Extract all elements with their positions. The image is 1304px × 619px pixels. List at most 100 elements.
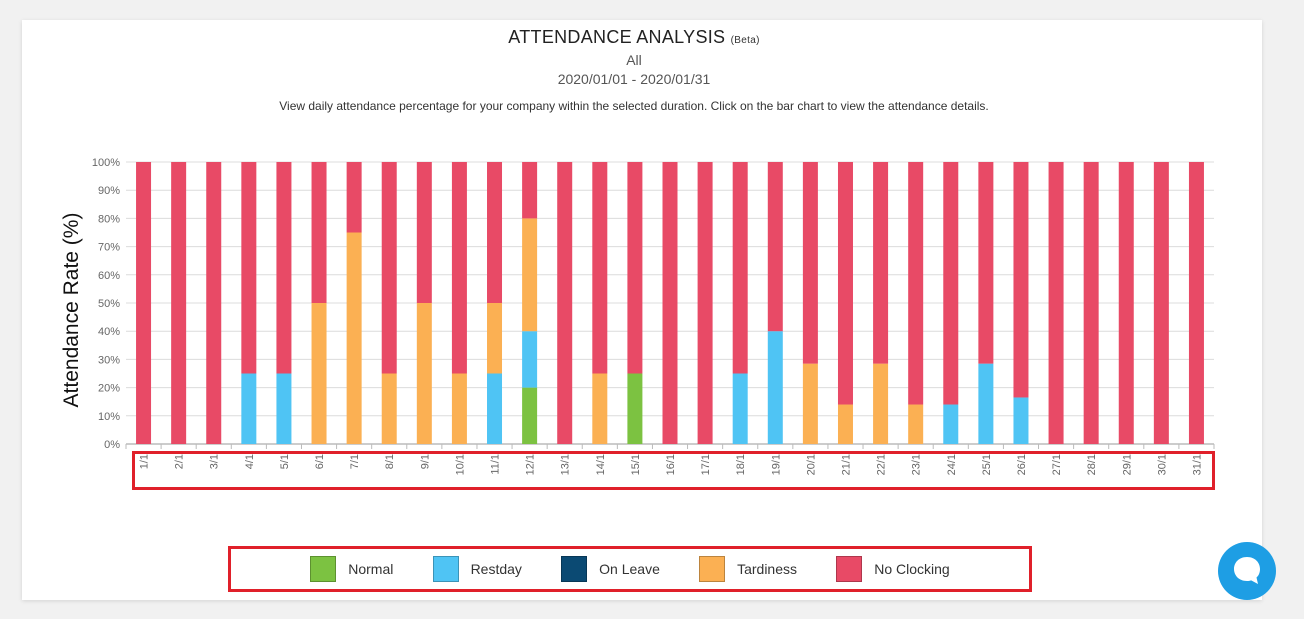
bar-segment-restday[interactable] (522, 331, 538, 388)
bar-stack[interactable] (1188, 162, 1204, 444)
bar-segment-restday[interactable] (943, 404, 959, 444)
bar-segment-no-clocking[interactable] (908, 162, 924, 405)
y-axis-ticks: 0% 10% 20% 30% 40% 50% 60% 70% 80% 90% 100% (92, 157, 120, 451)
bar-segment-no-clocking[interactable] (522, 162, 538, 219)
bar-stack[interactable] (171, 162, 187, 444)
bar-segment-no-clocking[interactable] (627, 162, 643, 374)
y-tick-label: 50% (98, 298, 120, 310)
bar-stack[interactable] (346, 162, 362, 445)
bar-stack[interactable] (978, 162, 994, 444)
bar-stack[interactable] (311, 162, 327, 444)
attendance-bar-chart[interactable]: 0% 10% 20% 30% 40% 50% 60% 70% 80% 90% 100% 1/1 2/1… (22, 20, 1262, 540)
bar-segment-no-clocking[interactable] (346, 162, 362, 233)
bar-segment-no-clocking[interactable] (1083, 162, 1099, 444)
bar-stack[interactable] (767, 162, 783, 444)
bar-stack[interactable] (522, 162, 538, 444)
bar-segment-tardiness[interactable] (873, 363, 889, 444)
bar-segment-restday[interactable] (978, 363, 994, 444)
bar-stack[interactable] (241, 162, 257, 445)
bar-stack[interactable] (557, 162, 573, 444)
bar-segment-no-clocking[interactable] (732, 162, 748, 374)
bar-stack[interactable] (487, 162, 503, 445)
bar-stack[interactable] (1083, 162, 1099, 444)
bar-stack[interactable] (381, 162, 397, 445)
bar-segment-no-clocking[interactable] (416, 162, 432, 303)
bar-segment-no-clocking[interactable] (1013, 162, 1029, 398)
bar-stack[interactable] (837, 162, 853, 444)
bar-stack[interactable] (451, 162, 467, 445)
bar-stack[interactable] (416, 162, 432, 444)
bar-stack[interactable] (1118, 162, 1134, 444)
bar-segment-restday[interactable] (732, 373, 748, 445)
bar-segment-restday[interactable] (487, 373, 503, 445)
bar-segment-no-clocking[interactable] (978, 162, 994, 364)
bar-segment-no-clocking[interactable] (592, 162, 608, 374)
bar-segment-no-clocking[interactable] (1048, 162, 1064, 444)
bars[interactable] (136, 162, 1204, 444)
bar-segment-tardiness[interactable] (346, 232, 362, 445)
bar-stack[interactable] (1013, 162, 1029, 444)
bar-segment-restday[interactable] (241, 373, 257, 445)
bar-segment-tardiness[interactable] (522, 218, 538, 332)
bar-segment-normal[interactable] (627, 373, 643, 445)
bar-segment-tardiness[interactable] (908, 404, 924, 444)
bar-segment-no-clocking[interactable] (206, 162, 222, 444)
bar-segment-no-clocking[interactable] (662, 162, 678, 444)
legend-item-restday[interactable]: Restday (432, 556, 522, 582)
bar-segment-tardiness[interactable] (381, 373, 397, 445)
bar-segment-no-clocking[interactable] (171, 162, 187, 444)
bar-stack[interactable] (1048, 162, 1064, 444)
bar-segment-no-clocking[interactable] (837, 162, 853, 405)
bar-stack[interactable] (276, 162, 292, 445)
bar-segment-restday[interactable] (276, 373, 292, 445)
bar-segment-no-clocking[interactable] (487, 162, 503, 303)
bar-segment-no-clocking[interactable] (1118, 162, 1134, 444)
bar-stack[interactable] (908, 162, 924, 444)
bar-segment-normal[interactable] (522, 387, 538, 444)
bar-segment-no-clocking[interactable] (451, 162, 467, 374)
bar-segment-no-clocking[interactable] (311, 162, 327, 303)
bar-stack[interactable] (732, 162, 748, 445)
bar-stack[interactable] (873, 162, 889, 444)
bar-segment-no-clocking[interactable] (241, 162, 257, 374)
bar-stack[interactable] (592, 162, 608, 445)
bar-stack[interactable] (1153, 162, 1169, 444)
bar-segment-no-clocking[interactable] (136, 162, 152, 444)
legend-item-normal[interactable]: Normal (310, 556, 393, 582)
bar-stack[interactable] (627, 162, 643, 445)
bar-segment-no-clocking[interactable] (1188, 162, 1204, 444)
bar-segment-no-clocking[interactable] (276, 162, 292, 374)
legend-label-restday: Restday (470, 561, 522, 577)
bar-segment-no-clocking[interactable] (873, 162, 889, 364)
x-tick-label: 15/1 (630, 454, 642, 475)
bar-segment-tardiness[interactable] (487, 303, 503, 374)
bar-segment-restday[interactable] (767, 331, 783, 444)
bar-segment-tardiness[interactable] (311, 303, 327, 444)
bar-segment-no-clocking[interactable] (557, 162, 573, 444)
bar-segment-no-clocking[interactable] (802, 162, 818, 364)
bar-stack[interactable] (943, 162, 959, 444)
bar-segment-no-clocking[interactable] (943, 162, 959, 405)
bar-stack[interactable] (206, 162, 222, 444)
bar-segment-tardiness[interactable] (416, 303, 432, 444)
bar-segment-no-clocking[interactable] (767, 162, 783, 332)
bar-stack[interactable] (662, 162, 678, 444)
legend-item-tardiness[interactable]: Tardiness (699, 556, 797, 582)
x-tick-label: 18/1 (735, 454, 747, 475)
bar-segment-no-clocking[interactable] (1153, 162, 1169, 444)
bar-segment-no-clocking[interactable] (697, 162, 713, 444)
bar-segment-tardiness[interactable] (451, 373, 467, 445)
y-tick-label: 80% (98, 213, 120, 225)
x-tick-label: 27/1 (1051, 454, 1063, 475)
bar-segment-tardiness[interactable] (592, 373, 608, 445)
bar-segment-restday[interactable] (1013, 397, 1029, 444)
bar-stack[interactable] (136, 162, 152, 444)
bar-stack[interactable] (697, 162, 713, 444)
legend-item-on-leave[interactable]: On Leave (561, 556, 660, 582)
bar-segment-tardiness[interactable] (802, 363, 818, 444)
bar-segment-no-clocking[interactable] (381, 162, 397, 374)
chat-button[interactable] (1218, 542, 1276, 600)
bar-segment-tardiness[interactable] (837, 404, 853, 444)
bar-stack[interactable] (802, 162, 818, 444)
legend-item-no-clocking[interactable]: No Clocking (836, 556, 950, 582)
